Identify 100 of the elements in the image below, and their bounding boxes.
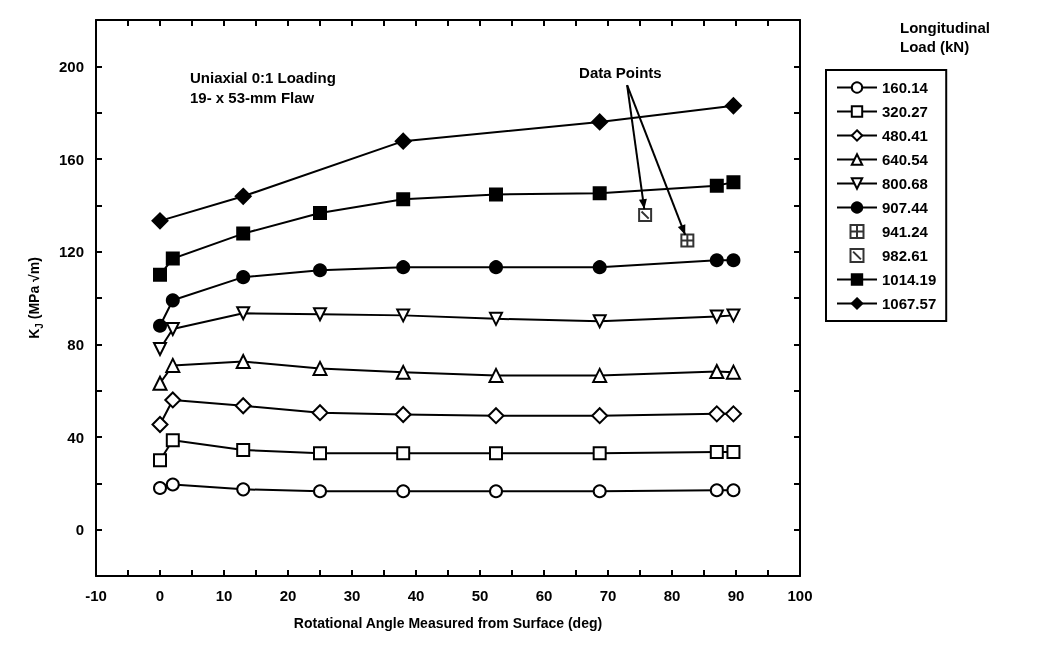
point [236,270,251,285]
legend-label: 800.68 [882,175,928,192]
point [708,405,726,423]
point [313,307,327,322]
point [165,477,180,492]
point [709,483,724,498]
point [709,445,724,460]
point [709,309,724,324]
point [396,446,411,461]
y-tick-label: 120 [58,243,84,261]
x-tick-label: 30 [343,587,361,604]
point [726,308,741,323]
point [489,187,503,202]
y-tick-label: 160 [58,150,84,168]
x-tick-label: 100 [787,587,813,604]
point [313,205,327,220]
point [151,212,169,230]
point [153,318,167,333]
legend-label: 982.61 [882,247,928,264]
legend-label: 1014.19 [882,271,937,288]
point [394,406,412,424]
point [153,453,167,468]
annotation: Data Points [579,64,662,82]
point [313,484,327,499]
point [153,480,167,495]
x-tick-label: 50 [471,587,489,604]
point [726,175,741,190]
point [709,178,724,193]
legend-label: 160.14 [882,79,929,96]
point [165,322,180,337]
point [312,360,328,376]
point [638,208,653,223]
x-tick-label: 0 [155,587,165,604]
point [165,293,180,308]
point [591,407,609,425]
point [394,132,412,150]
point [487,407,505,425]
x-tick-label: 60 [535,587,553,604]
point [726,445,741,460]
point [236,306,251,321]
legend-label: 320.27 [882,103,928,120]
y-tick-label: 0 [75,521,84,539]
point [165,251,180,266]
x-tick-label: 40 [407,587,425,604]
point [236,442,251,457]
x-axis-title: Rotational Angle Measured from Surface (deg) [293,615,603,631]
x-tick-label: 10 [215,587,233,604]
legend-label: 907.44 [882,199,929,216]
point [726,483,741,498]
point [153,341,167,356]
point [165,357,181,373]
point [313,446,327,461]
point [592,260,607,275]
point [591,113,609,131]
point [311,404,329,422]
point [153,267,167,282]
legend-label: 1067.57 [882,295,937,312]
point [152,375,168,391]
x-tick-label: 20 [279,587,297,604]
legend-label: 941.24 [882,223,929,240]
point [396,484,411,499]
point [488,367,504,383]
point [725,364,741,380]
annotation: 19- x 53-mm Flaw [190,89,315,106]
point [235,353,251,369]
annotation: Uniaxial 0:1 Loading [190,69,336,86]
point [592,367,608,383]
point [395,364,411,380]
point [396,260,411,275]
legend-title: Longitudinal Load (kN) [900,19,995,55]
point [726,253,741,268]
point [396,192,411,207]
y-axis-title: KJ (MPa √m) [26,257,45,339]
point [680,233,695,248]
point [489,484,503,499]
point [489,446,503,461]
y-tick-label: 40 [67,428,84,446]
point [236,226,251,241]
y-tick-label: 200 [58,57,84,75]
x-tick-label: 70 [599,587,617,604]
point [396,308,411,323]
point [234,397,252,415]
point [313,263,327,278]
legend-label: 640.54 [882,151,929,168]
point [164,391,182,409]
point [592,446,607,461]
point [489,311,503,326]
point [592,314,607,329]
y-tick-label: 80 [67,335,84,353]
point [724,405,742,423]
point [151,415,169,433]
point [234,187,252,205]
point [709,253,724,268]
legend-label: 480.41 [882,127,928,144]
x-tick-label: 80 [663,587,681,604]
point [236,482,251,497]
point [592,186,607,201]
point [724,97,742,115]
point [592,484,607,499]
x-tick-label: 90 [727,587,745,604]
